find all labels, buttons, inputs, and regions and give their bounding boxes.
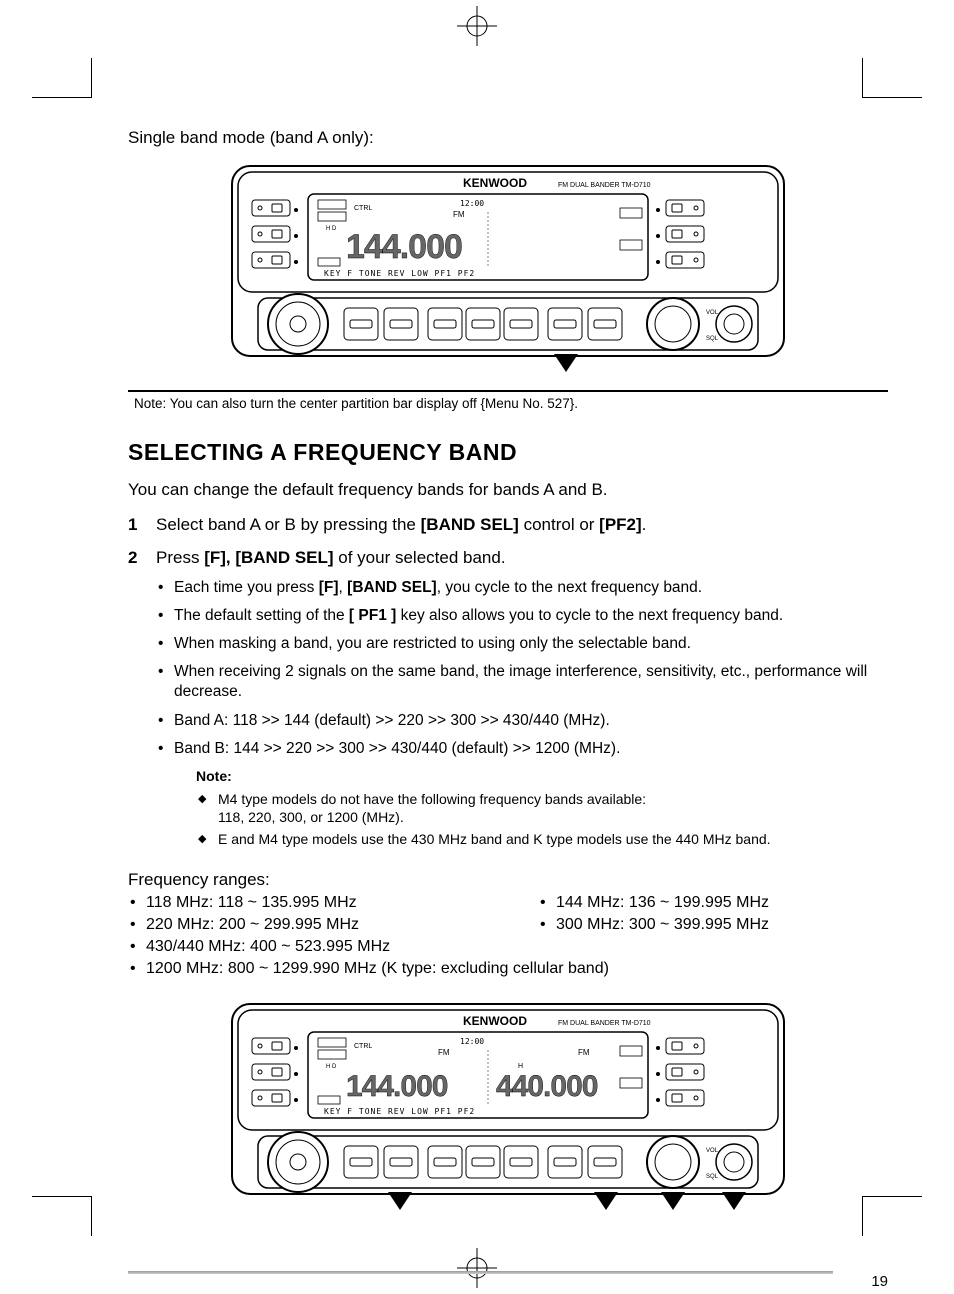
sub-item: Each time you press [F], [BAND SEL], you… <box>156 578 888 598</box>
crop-mark-tl <box>32 58 92 98</box>
sub-item: Band B: 144 >> 220 >> 300 >> 430/440 (de… <box>156 739 888 759</box>
svg-text:KENWOOD: KENWOOD <box>463 176 527 190</box>
svg-text:CTRL: CTRL <box>354 205 372 212</box>
svg-text:H: H <box>518 1063 523 1070</box>
svg-text:12:00: 12:00 <box>460 199 484 208</box>
freq-item: 430/440 MHz: 400 ~ 523.995 MHz <box>128 938 888 956</box>
step-body: Select band A or B by pressing the [BAND… <box>156 514 888 537</box>
svg-text:SQL: SQL <box>706 1174 719 1180</box>
freq-ranges-heading: Frequency ranges: <box>128 870 888 890</box>
svg-text:KENWOOD: KENWOOD <box>463 1014 527 1028</box>
page-number: 19 <box>871 1273 888 1290</box>
note-under-rule: Note: You can also turn the center parti… <box>134 396 888 411</box>
svg-text:FM DUAL BANDER TM-D710: FM DUAL BANDER TM-D710 <box>558 182 651 189</box>
steps-list: 1 Select band A or B by pressing the [BA… <box>128 514 888 860</box>
svg-text:H D: H D <box>326 226 337 232</box>
svg-text:SQL: SQL <box>706 336 719 342</box>
crop-mark-bl <box>32 1196 92 1236</box>
freq-item: 144 MHz: 136 ~ 199.995 MHz <box>538 894 888 912</box>
svg-text:440.000: 440.000 <box>496 1070 598 1103</box>
step-body: Press [F], [BAND SEL] of your selected b… <box>156 547 888 860</box>
sub-item: When receiving 2 signals on the same ban… <box>156 662 888 702</box>
step-number: 2 <box>128 547 140 860</box>
freq-item: 1200 MHz: 800 ~ 1299.990 MHz (K type: ex… <box>128 960 888 978</box>
step-number: 1 <box>128 514 140 537</box>
sub-item: When masking a band, you are restricted … <box>156 634 888 654</box>
radio-figure-dual-band: KENWOOD FM DUAL BANDER TM-D710 CTRL H D … <box>228 996 788 1216</box>
horizontal-rule <box>128 390 888 392</box>
svg-text:KEY F TONE REV LOW PF1: KEY F TONE REV LOW PF1 PF2 <box>324 269 475 278</box>
svg-text:144.000: 144.000 <box>346 1070 448 1103</box>
note-box: Note: M4 type models do not have the fol… <box>196 767 888 848</box>
footer-rule <box>128 1271 833 1274</box>
note-item: E and M4 type models use the 430 MHz ban… <box>196 830 888 848</box>
sub-item: Band A: 118 >> 144 (default) >> 220 >> 3… <box>156 711 888 731</box>
svg-text:FM: FM <box>453 210 465 219</box>
page-content: Single band mode (band A only): KENWOOD … <box>128 128 888 1228</box>
freq-item: 118 MHz: 118 ~ 135.995 MHz <box>128 894 478 912</box>
svg-text:KEY F TONE REV LOW PF1: KEY F TONE REV LOW PF1 PF2 <box>324 1107 475 1116</box>
svg-text:FM: FM <box>578 1048 590 1057</box>
registration-mark-top <box>457 6 497 46</box>
radio-figure-single-band: KENWOOD FM DUAL BANDER TM-D710 CTRL H D … <box>228 158 788 378</box>
crop-mark-tr <box>862 58 922 98</box>
freq-ranges-columns: 118 MHz: 118 ~ 135.995 MHz 220 MHz: 200 … <box>128 894 888 938</box>
registration-mark-bottom <box>457 1248 497 1288</box>
svg-text:H D: H D <box>326 1064 337 1070</box>
section-heading: SELECTING A FREQUENCY BAND <box>128 439 888 466</box>
svg-text:144.000: 144.000 <box>346 228 462 266</box>
note-item: M4 type models do not have the following… <box>196 790 888 826</box>
sub-item: The default setting of the [ PF1 ] key a… <box>156 606 888 626</box>
svg-text:12:00: 12:00 <box>460 1037 484 1046</box>
svg-text:CTRL: CTRL <box>354 1043 372 1050</box>
freq-item: 220 MHz: 200 ~ 299.995 MHz <box>128 916 478 934</box>
intro-text: You can change the default frequency ban… <box>128 480 888 500</box>
svg-text:VOL: VOL <box>706 1148 719 1154</box>
svg-text:VOL: VOL <box>706 310 719 316</box>
sub-bullets: Each time you press [F], [BAND SEL], you… <box>156 578 888 759</box>
freq-item: 300 MHz: 300 ~ 399.995 MHz <box>538 916 888 934</box>
lead-in-text: Single band mode (band A only): <box>128 128 888 148</box>
note-title: Note: <box>196 767 888 786</box>
svg-text:FM: FM <box>438 1048 450 1057</box>
svg-text:FM DUAL BANDER TM-D710: FM DUAL BANDER TM-D710 <box>558 1020 651 1027</box>
